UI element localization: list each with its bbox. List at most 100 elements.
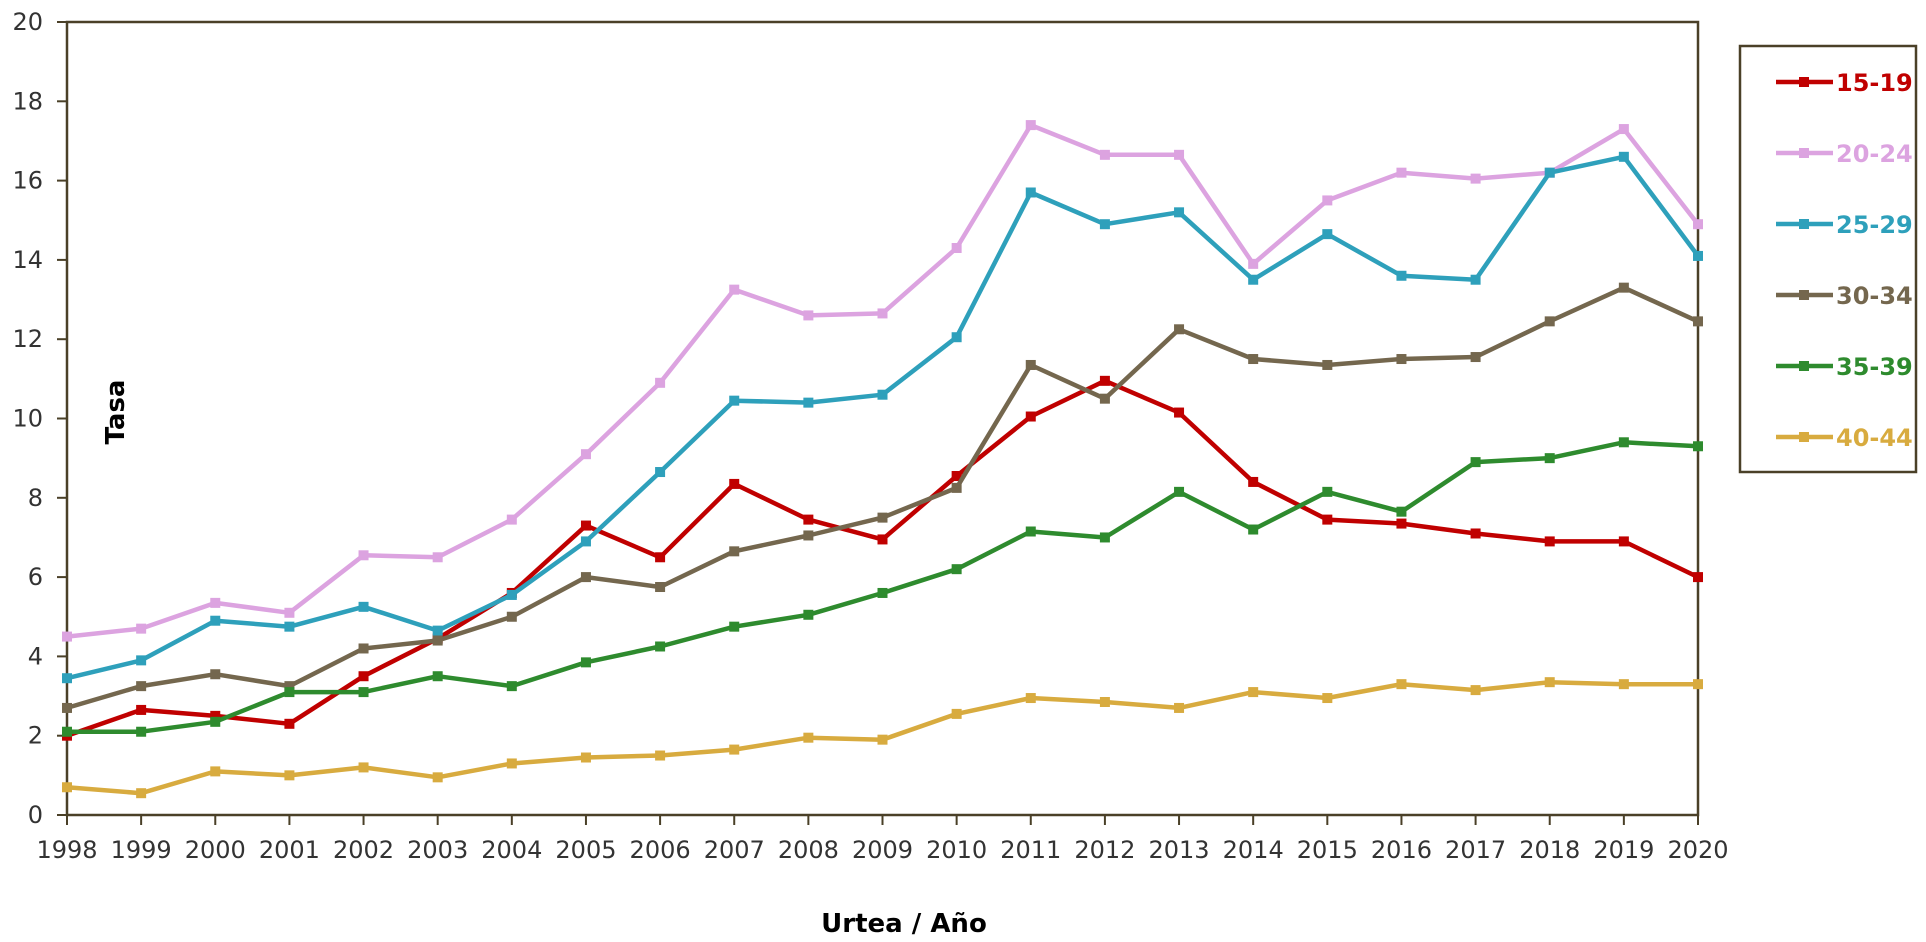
legend-label: 35-39 (1836, 353, 1913, 381)
x-tick-label: 1999 (111, 836, 172, 864)
data-point (1544, 536, 1555, 547)
x-tick-label: 2005 (555, 836, 616, 864)
data-point (1174, 486, 1185, 497)
data-point (803, 397, 814, 408)
legend: 15-19 20-24 25-29 30-34 35-39 40-44 (1738, 44, 1918, 474)
data-point (1322, 693, 1333, 704)
x-tick-label: 2011 (1000, 836, 1061, 864)
data-point (62, 673, 72, 684)
data-point (580, 752, 591, 763)
data-point (655, 641, 666, 652)
x-axis-title: Urtea / Año (821, 909, 987, 938)
data-point (1248, 274, 1259, 285)
data-point (877, 512, 888, 523)
data-point (1025, 359, 1036, 370)
data-point (655, 750, 666, 761)
data-point (951, 243, 962, 254)
data-point (136, 623, 147, 634)
y-axis-title: Tasa (101, 380, 131, 445)
y-tick-label: 18 (12, 87, 43, 115)
data-point (1618, 151, 1629, 162)
x-tick-label: 2002 (333, 836, 394, 864)
data-point (1174, 702, 1185, 713)
data-point (210, 615, 221, 626)
data-point (1248, 476, 1259, 487)
data-point (1396, 679, 1407, 690)
data-point (432, 772, 443, 783)
data-point (284, 681, 295, 692)
y-tick-label: 20 (12, 8, 43, 36)
data-point (877, 534, 888, 545)
x-tick-label: 2013 (1149, 836, 1210, 864)
data-point (580, 657, 591, 668)
data-point (1544, 167, 1555, 178)
y-tick-label: 12 (12, 325, 43, 353)
x-tick-label: 2017 (1445, 836, 1506, 864)
x-tick-label: 2019 (1593, 836, 1654, 864)
data-point (62, 726, 72, 737)
data-point (729, 621, 740, 632)
legend-label: 40-44 (1836, 424, 1913, 452)
data-point (1693, 219, 1703, 230)
y-tick-label: 14 (12, 246, 43, 274)
data-point (1322, 359, 1333, 370)
series-layer (62, 120, 1703, 799)
x-tick-label: 2014 (1223, 836, 1284, 864)
data-point (62, 702, 72, 713)
x-tick-label: 2016 (1371, 836, 1432, 864)
data-point (210, 710, 221, 721)
data-point (1470, 274, 1481, 285)
series-30-34 (62, 282, 1703, 713)
data-point (136, 681, 147, 692)
data-point (729, 284, 740, 295)
data-point (506, 758, 517, 769)
data-point (1322, 229, 1333, 240)
data-point (1396, 354, 1407, 365)
series-20-24 (62, 120, 1703, 642)
data-point (729, 744, 740, 755)
data-point (951, 332, 962, 343)
data-point (1099, 532, 1110, 543)
x-tick-label: 2009 (852, 836, 913, 864)
y-tick-label: 4 (28, 642, 43, 670)
data-point (655, 582, 666, 593)
data-point (1396, 506, 1407, 517)
data-point (1025, 526, 1036, 537)
plot-area-frame (65, 20, 1700, 817)
x-tick-label: 1998 (36, 836, 97, 864)
data-point (136, 704, 147, 715)
data-point (284, 607, 295, 618)
data-point (506, 514, 517, 525)
data-point (580, 449, 591, 460)
data-point (1174, 207, 1185, 218)
data-point (951, 564, 962, 575)
data-point (210, 716, 221, 727)
x-tick-label: 2000 (185, 836, 246, 864)
data-point (1248, 524, 1259, 535)
data-point (1248, 354, 1259, 365)
data-point (1099, 219, 1110, 230)
data-point (729, 395, 740, 406)
data-point (1693, 316, 1703, 327)
data-point (432, 671, 443, 682)
data-point (1025, 187, 1036, 198)
data-point (1693, 441, 1703, 452)
legend-box (1738, 44, 1918, 474)
data-point (1470, 173, 1481, 184)
data-point (432, 552, 443, 563)
data-point (877, 587, 888, 598)
data-point (1544, 677, 1555, 688)
legend-swatch-marker (1799, 77, 1809, 87)
data-point (580, 572, 591, 583)
data-point (1174, 324, 1185, 335)
data-point (358, 550, 369, 561)
data-point (951, 482, 962, 493)
y-tick-label: 10 (12, 405, 43, 433)
data-point (136, 726, 147, 737)
data-point (358, 687, 369, 698)
data-point (1099, 375, 1110, 386)
data-point (358, 671, 369, 682)
data-point (1099, 696, 1110, 707)
data-point (1544, 316, 1555, 327)
